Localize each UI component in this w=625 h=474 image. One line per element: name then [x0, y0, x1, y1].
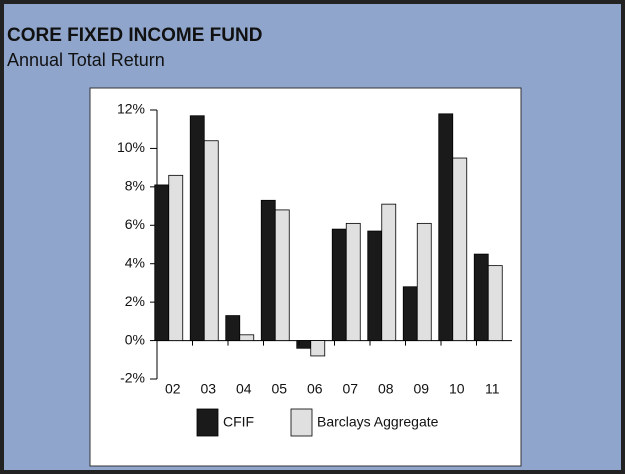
bar [438, 113, 454, 341]
bar [473, 253, 489, 341]
bar [274, 209, 290, 341]
bar [239, 334, 255, 341]
y-tick-label: 6% [125, 216, 145, 232]
x-tick-label: 04 [236, 381, 252, 397]
bar [367, 230, 383, 341]
legend-label: CFIF [223, 414, 254, 430]
y-tick-label: 8% [125, 178, 145, 194]
bar [154, 184, 170, 341]
x-tick-label: 03 [200, 381, 216, 397]
x-tick-label: 10 [449, 381, 465, 397]
y-tick-label: 0% [125, 331, 145, 347]
y-tick-label: 12% [117, 101, 145, 117]
x-tick-label: 11 [485, 381, 500, 397]
y-tick-label: 10% [117, 139, 145, 155]
bar [189, 115, 205, 341]
x-tick-label: 07 [342, 381, 358, 397]
legend-swatch [196, 408, 219, 437]
bar [331, 228, 347, 341]
y-tick-label: 2% [125, 293, 145, 309]
bar [487, 265, 503, 341]
x-tick-label: 05 [271, 381, 287, 397]
bar [402, 286, 418, 341]
bar [416, 222, 432, 341]
bar [452, 157, 468, 341]
chart-title: CORE FIXED INCOME FUND [7, 25, 262, 46]
bar [345, 222, 361, 341]
chart-subtitle: Annual Total Return [7, 50, 165, 70]
bar [168, 174, 184, 341]
x-tick-label: 09 [413, 381, 429, 397]
y-tick-label: -2% [120, 370, 145, 386]
x-tick-label: 02 [165, 381, 181, 397]
y-tick-label: 4% [125, 254, 145, 270]
legend-label: Barclays Aggregate [317, 414, 439, 430]
legend-swatch [290, 408, 313, 437]
bar [381, 203, 397, 341]
x-tick-label: 08 [378, 381, 394, 397]
bar [310, 340, 326, 357]
bar [225, 315, 241, 341]
bar [260, 199, 276, 341]
x-tick-label: 06 [307, 381, 323, 397]
bar [203, 140, 219, 341]
